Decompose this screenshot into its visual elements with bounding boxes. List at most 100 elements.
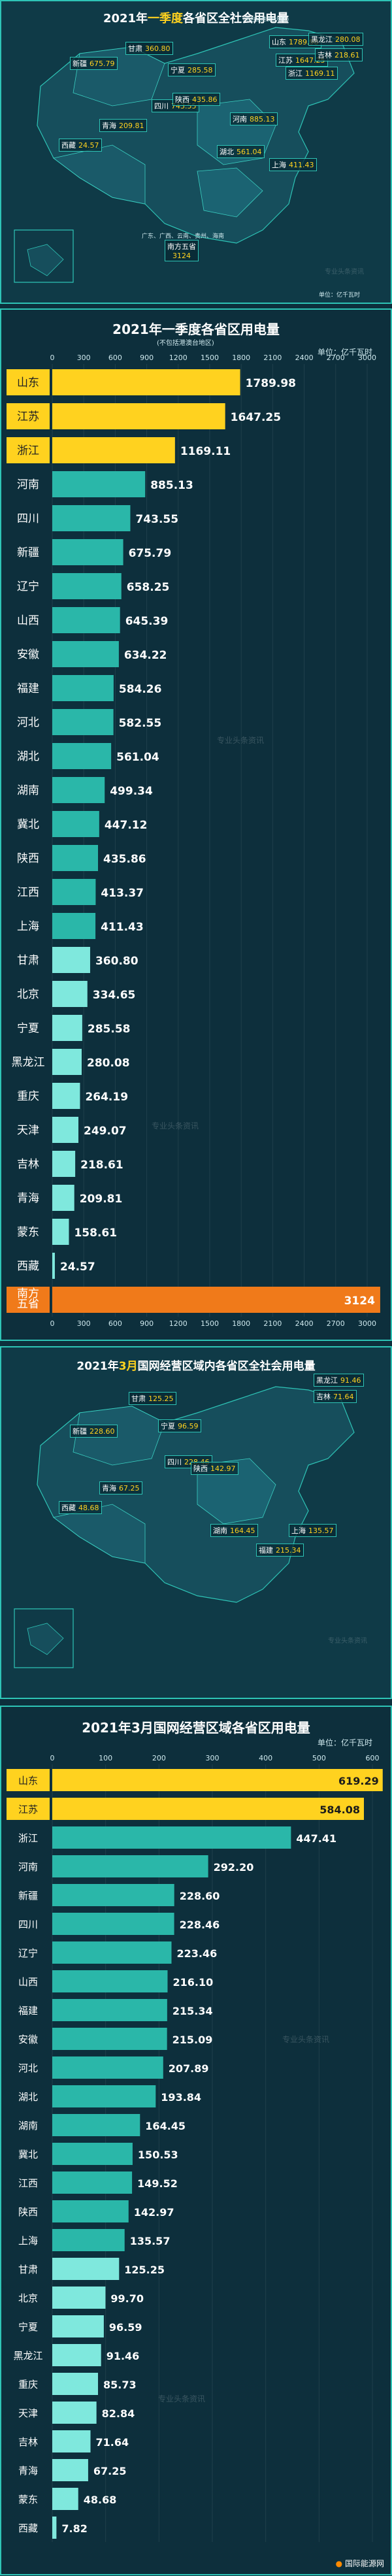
march-map-watermark: 专业头条资讯	[328, 1638, 367, 1645]
value-label-24: 209.81	[80, 1193, 123, 1206]
value-label-12: 164.45	[145, 2120, 186, 2132]
province-value: 411.43	[289, 161, 314, 169]
category-label: 福建	[18, 2005, 38, 2017]
category-label: 西藏	[18, 2522, 38, 2534]
x-tick-label-bottom: 1500	[201, 1319, 219, 1328]
category-label: 北京	[17, 988, 39, 1001]
bar-4	[52, 1884, 174, 1906]
bar-15	[52, 879, 96, 905]
province-name: 宁夏	[161, 1422, 175, 1430]
value-label-3: 885.13	[150, 479, 193, 492]
q1-map-label-6: 陕西 435.86	[172, 93, 220, 106]
bar-16	[52, 913, 96, 939]
category-label: 甘肃	[18, 2264, 38, 2275]
category-label: 重庆	[17, 1090, 39, 1103]
value-label-27: 3124	[344, 1295, 375, 1308]
category-box-4	[7, 1884, 50, 1906]
province-name: 四川	[154, 102, 169, 110]
category-label: 北京	[18, 2292, 38, 2304]
province-name: 江苏	[278, 56, 293, 65]
category-box-21	[7, 2373, 50, 2395]
province-value: 164.45	[230, 1527, 255, 1535]
x-tick-label: 3000	[358, 354, 376, 362]
category-label: 山西	[17, 614, 39, 627]
category-box-0	[7, 369, 50, 395]
bar-6	[52, 573, 122, 599]
bar-10	[52, 709, 114, 735]
category-box-23	[7, 2430, 50, 2452]
q1-map-label-0: 新疆 675.79	[70, 57, 118, 70]
bar-5	[52, 1913, 174, 1935]
category-label: 宁夏	[18, 2321, 38, 2333]
category-box-20	[7, 2344, 50, 2366]
province-name: 新疆	[73, 1427, 87, 1436]
value-label-8: 634.22	[124, 649, 167, 662]
category-label: 南方	[17, 1287, 39, 1300]
bar-15	[52, 2200, 129, 2222]
title-prefix: 2021年	[76, 1360, 119, 1373]
q1-map-label-10: 黑龙江 280.08	[308, 33, 363, 46]
category-label: 山西	[18, 1976, 38, 1988]
category-box-13	[7, 2143, 50, 2165]
q1-bar-unit: 单位：亿千瓦时	[317, 348, 372, 357]
category-box-1	[7, 1798, 50, 1820]
category-box-26	[7, 1253, 50, 1279]
x-tick-label: 300	[77, 354, 91, 362]
category-box-13	[7, 811, 50, 837]
category-label: 湖南	[17, 784, 39, 797]
category-label: 黑龙江	[13, 2350, 42, 2362]
x-tick-label: 500	[312, 1754, 326, 1762]
category-label: 安徽	[17, 648, 39, 661]
province-value: 125.25	[148, 1395, 174, 1403]
category-label: 浙江	[17, 444, 39, 457]
category-box-10	[7, 2056, 50, 2079]
map-unit: 单位：亿千瓦时	[319, 292, 361, 299]
q1-bar-note: (不包括港澳台地区)	[157, 340, 214, 347]
bar-18	[52, 981, 88, 1007]
province-value: 885.13	[250, 115, 275, 124]
category-box-12	[7, 2114, 50, 2136]
province-name: 吉林	[316, 1393, 331, 1401]
value-label-11: 561.04	[116, 751, 159, 764]
title-suffix: 各省区全社会用电量	[183, 12, 289, 25]
bar-9	[52, 675, 114, 701]
bar-3	[52, 471, 146, 497]
x-tick-label-bottom: 600	[108, 1319, 122, 1328]
bar-21	[52, 1083, 80, 1109]
province-name: 福建	[259, 1546, 273, 1555]
bar-11	[52, 743, 112, 769]
category-box-1	[7, 403, 50, 429]
value-label-23: 71.64	[96, 2436, 129, 2449]
category-box-7	[7, 1970, 50, 1992]
value-label-0: 1789.98	[246, 377, 296, 390]
value-label-15: 142.97	[134, 2206, 174, 2219]
category-label: 冀北	[18, 2149, 38, 2160]
category-box-8	[7, 641, 50, 667]
province-name: 陕西	[175, 95, 189, 104]
category-label: 新疆	[17, 546, 39, 559]
q1-map-label-14: 上海 411.43	[269, 158, 317, 171]
category-box-18	[7, 2287, 50, 2309]
category-label: 上海	[17, 920, 39, 933]
x-tick-label-bottom: 2700	[327, 1319, 345, 1328]
q1-map-label-11: 吉林 218.61	[315, 48, 363, 61]
province-value: 360.80	[145, 44, 171, 53]
province-name: 上海	[291, 1527, 306, 1535]
x-tick-label-bottom: 0	[50, 1319, 55, 1328]
category-label: 河南	[17, 478, 39, 491]
value-label-21: 264.19	[85, 1091, 128, 1104]
province-name: 甘肃	[131, 1395, 146, 1403]
category-label: 辽宁	[17, 580, 39, 593]
category-box-24	[7, 2459, 50, 2481]
value-label-15: 413.37	[101, 887, 144, 900]
value-label-7: 216.10	[172, 1976, 213, 1989]
value-label-19: 285.58	[88, 1023, 131, 1036]
value-label-8: 215.34	[172, 2005, 213, 2017]
value-label-13: 150.53	[138, 2149, 178, 2161]
category-label: 蒙东	[18, 2494, 38, 2505]
x-tick-label: 900	[140, 354, 154, 362]
value-label-17: 360.80	[95, 955, 139, 968]
bar-8	[52, 641, 119, 667]
bar-14	[52, 2171, 133, 2194]
category-label: 黑龙江	[12, 1056, 45, 1069]
